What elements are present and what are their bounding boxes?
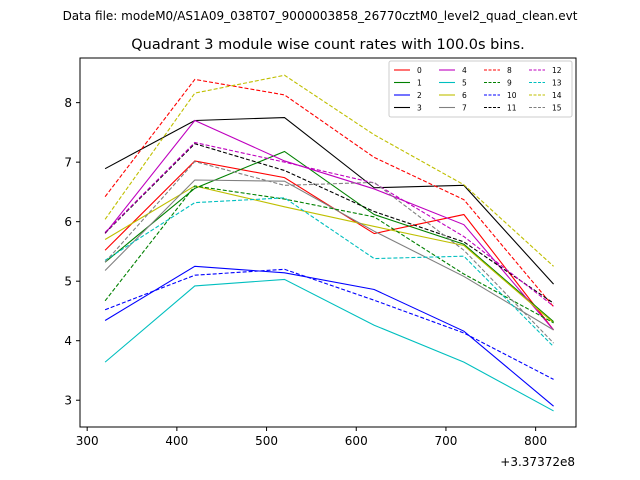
series-line-7 [104, 179, 554, 331]
legend-label-7: 7 [462, 104, 467, 113]
x-tick-label: 300 [76, 434, 99, 448]
legend-label-5: 5 [462, 79, 467, 88]
y-tick-label: 5 [64, 275, 72, 289]
chart-suptitle: Data file: modeM0/AS1A09_038T07_90000038… [63, 9, 578, 23]
y-tick-label: 7 [64, 156, 72, 170]
x-tick-label: 500 [255, 434, 278, 448]
series-line-13 [104, 197, 554, 348]
series-line-15 [104, 160, 554, 344]
y-tick-label: 4 [64, 334, 72, 348]
y-tick-label: 3 [64, 394, 72, 408]
series-line-1 [104, 150, 554, 323]
series-line-14 [104, 74, 554, 267]
y-tick-label: 8 [64, 96, 72, 110]
x-tick-label: 700 [434, 434, 457, 448]
series-line-12 [104, 141, 554, 307]
legend-label-12: 12 [552, 66, 562, 75]
series-line-3 [104, 116, 554, 285]
legend-label-10: 10 [507, 91, 517, 100]
series-line-2 [104, 265, 554, 407]
y-tick-label: 6 [64, 215, 72, 229]
chart-title: Quadrant 3 module wise count rates with … [131, 37, 525, 53]
legend-label-15: 15 [552, 104, 562, 113]
x-axis-offset-label: +3.37372e8 [500, 455, 575, 469]
legend-label-4: 4 [462, 66, 467, 75]
legend-label-8: 8 [507, 66, 512, 75]
legend-label-3: 3 [417, 104, 422, 113]
legend-label-14: 14 [552, 91, 562, 100]
legend-label-9: 9 [507, 79, 512, 88]
legend-label-1: 1 [417, 79, 422, 88]
series-line-11 [104, 143, 554, 304]
x-tick-label: 800 [524, 434, 547, 448]
series-line-9 [104, 185, 554, 324]
plot-lines [104, 74, 555, 412]
series-line-5 [104, 278, 554, 412]
x-tick-label: 600 [345, 434, 368, 448]
series-line-4 [104, 119, 554, 331]
axes: 300 400 500 600 700 800 3 4 5 6 7 8 [64, 57, 577, 448]
legend-label-6: 6 [462, 91, 467, 100]
x-tick-label: 400 [165, 434, 188, 448]
legend-label-11: 11 [507, 104, 517, 113]
legend-box [388, 60, 573, 118]
legend-label-0: 0 [417, 66, 422, 75]
series-line-10 [104, 268, 554, 380]
plot-frame [79, 57, 577, 428]
legend-label-2: 2 [417, 91, 422, 100]
legend-label-13: 13 [552, 79, 562, 88]
series-line-8 [104, 78, 555, 308]
